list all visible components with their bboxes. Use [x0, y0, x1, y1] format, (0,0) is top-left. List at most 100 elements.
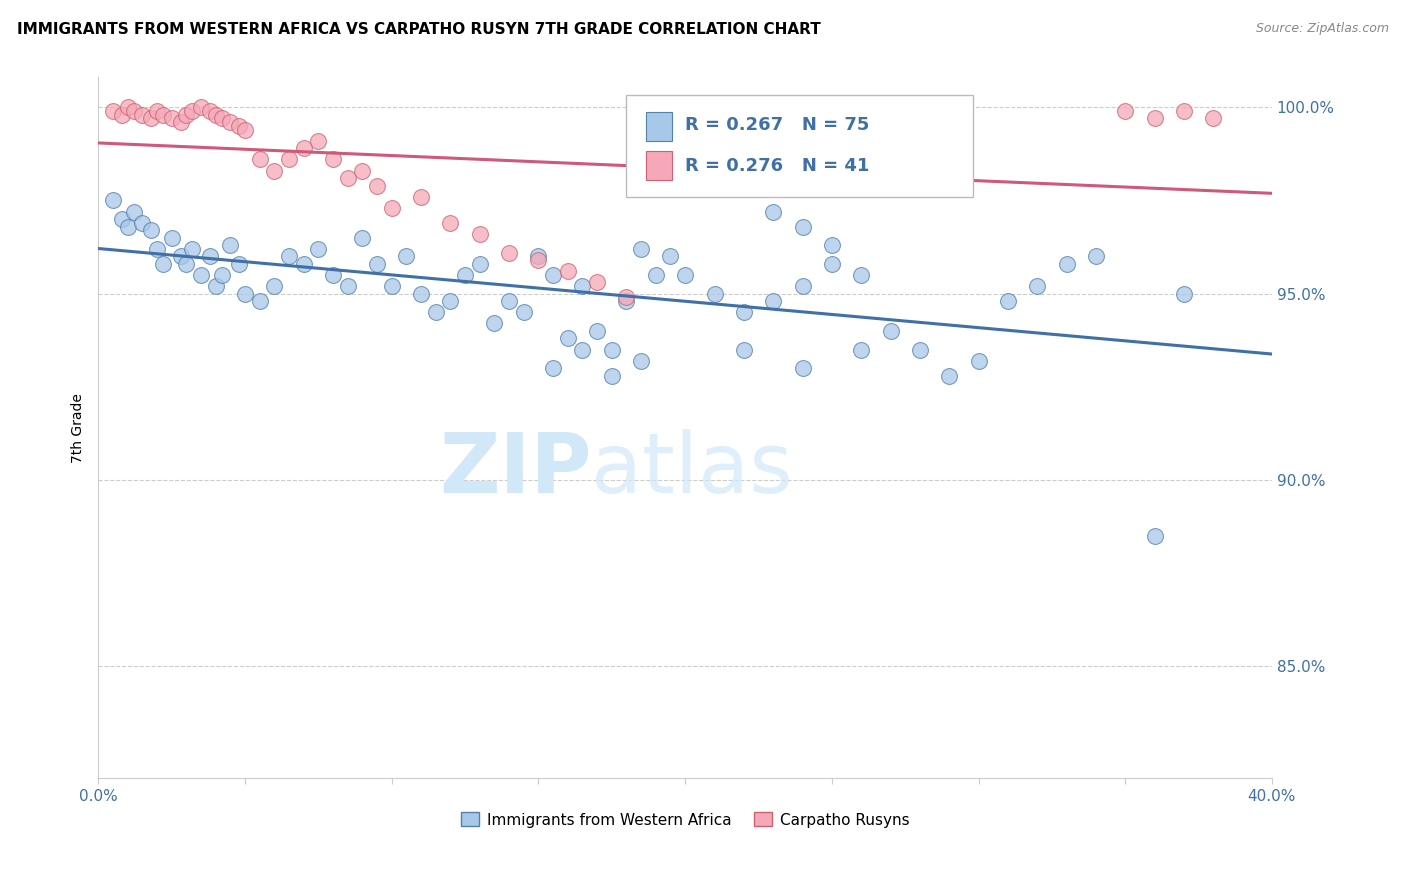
Point [111, 108, 134, 122]
Text: IMMIGRANTS FROM WESTERN AFRICA VS CARPATHO RUSYN 7TH GRADE CORRELATION CHART: IMMIGRANTS FROM WESTERN AFRICA VS CARPAT… [17, 22, 821, 37]
Point [190, 100, 212, 114]
Point [141, 112, 163, 126]
Point [263, 163, 285, 178]
Point [733, 343, 755, 357]
Point [513, 305, 536, 319]
Point [1143, 112, 1166, 126]
Point [600, 368, 623, 383]
Point [1143, 529, 1166, 543]
Legend: Immigrants from Western Africa, Carpatho Rusyns: Immigrants from Western Africa, Carpatho… [454, 806, 915, 834]
Y-axis label: 7th Grade: 7th Grade [72, 392, 86, 463]
Point [630, 242, 652, 256]
Point [571, 343, 593, 357]
Point [292, 257, 315, 271]
Point [308, 134, 330, 148]
Point [101, 194, 124, 208]
Point [352, 231, 374, 245]
Point [198, 249, 221, 263]
Point [176, 257, 198, 271]
Point [190, 268, 212, 282]
Point [527, 253, 550, 268]
Point [211, 112, 233, 126]
Point [541, 361, 564, 376]
Point [762, 204, 785, 219]
Point [146, 103, 169, 118]
Point [249, 153, 271, 167]
Point [468, 257, 491, 271]
Point [616, 294, 638, 309]
Point [336, 171, 359, 186]
Point [204, 279, 226, 293]
Point [198, 103, 221, 118]
Point [938, 368, 960, 383]
Point [395, 249, 418, 263]
Point [600, 343, 623, 357]
Point [571, 279, 593, 293]
Point [659, 249, 682, 263]
Point [366, 257, 388, 271]
Point [181, 103, 204, 118]
Point [411, 190, 433, 204]
Point [792, 361, 814, 376]
Point [181, 242, 204, 256]
Point [644, 268, 666, 282]
Point [851, 343, 873, 357]
Point [967, 353, 990, 368]
Point [879, 324, 901, 338]
Text: R = 0.267   N = 75: R = 0.267 N = 75 [685, 116, 869, 134]
Point [541, 268, 564, 282]
Point [292, 141, 315, 155]
Point [322, 268, 344, 282]
Point [160, 231, 183, 245]
Point [122, 204, 145, 219]
Point [527, 249, 550, 263]
Point [439, 216, 461, 230]
Point [630, 353, 652, 368]
Point [278, 153, 301, 167]
Point [792, 279, 814, 293]
Point [557, 264, 579, 278]
Point [204, 108, 226, 122]
Point [1084, 249, 1107, 263]
Point [169, 115, 191, 129]
FancyBboxPatch shape [627, 95, 973, 196]
Point [176, 108, 198, 122]
Point [308, 242, 330, 256]
Point [1056, 257, 1078, 271]
Point [762, 294, 785, 309]
Point [352, 163, 374, 178]
Point [733, 305, 755, 319]
Text: R = 0.276   N = 41: R = 0.276 N = 41 [685, 158, 869, 176]
Point [1202, 112, 1225, 126]
Bar [647, 112, 672, 141]
Point [117, 100, 139, 114]
Point [117, 219, 139, 234]
Point [997, 294, 1019, 309]
Point [468, 227, 491, 241]
Point [160, 112, 183, 126]
Point [211, 268, 233, 282]
Point [1114, 103, 1136, 118]
Point [152, 257, 174, 271]
Point [228, 257, 250, 271]
Point [498, 294, 520, 309]
Point [586, 324, 609, 338]
Point [851, 268, 873, 282]
Point [152, 108, 174, 122]
Text: ZIP: ZIP [439, 429, 592, 510]
Point [425, 305, 447, 319]
Point [586, 276, 609, 290]
Point [1026, 279, 1049, 293]
Point [616, 290, 638, 304]
Point [439, 294, 461, 309]
Bar [647, 151, 672, 180]
Point [484, 317, 506, 331]
Point [557, 331, 579, 345]
Point [792, 219, 814, 234]
Point [278, 249, 301, 263]
Point [219, 115, 242, 129]
Point [1173, 286, 1195, 301]
Point [411, 286, 433, 301]
Point [381, 279, 404, 293]
Point [673, 268, 696, 282]
